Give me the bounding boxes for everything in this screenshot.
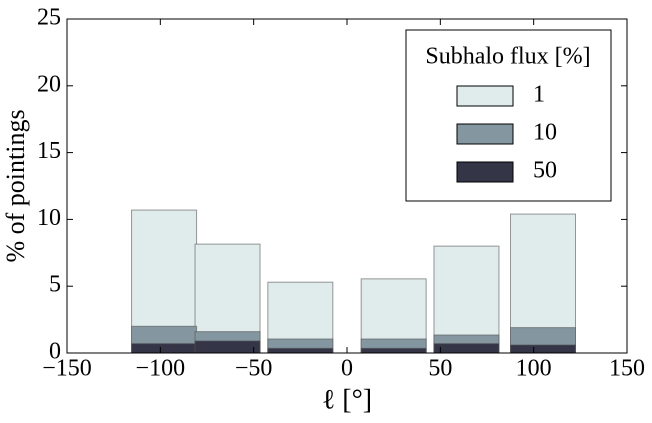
y-tick-label: 5 (49, 272, 61, 298)
legend-swatch (456, 161, 514, 183)
legend-label: 1 (533, 82, 545, 108)
y-tick-label: 0 (49, 339, 61, 365)
bar (131, 343, 198, 354)
bar (510, 344, 576, 354)
x-axis-label: ℓ [°] (322, 384, 372, 415)
x-tick-label: 100 (516, 356, 552, 382)
bar (267, 347, 334, 354)
y-axis-label: % of pointings (1, 109, 30, 262)
x-tick-label: −150 (42, 356, 92, 382)
legend-label: 50 (533, 158, 557, 184)
legend-label: 10 (533, 120, 557, 146)
y-tick-label: 15 (37, 138, 61, 164)
bar (360, 347, 427, 354)
legend-swatch (456, 123, 514, 145)
x-tick-label: 0 (341, 356, 353, 382)
x-tick-label: 150 (609, 356, 645, 382)
x-tick-label: 50 (428, 356, 452, 382)
legend-swatch (456, 85, 514, 107)
bar (433, 343, 500, 354)
y-tick-label: 20 (37, 71, 61, 97)
x-tick-label: −50 (235, 356, 273, 382)
y-tick-label: 25 (37, 5, 61, 31)
x-tick-label: −100 (136, 356, 186, 382)
y-tick-label: 10 (37, 205, 61, 231)
legend-title: Subhalo flux [%] (425, 44, 590, 70)
bar (194, 340, 261, 354)
